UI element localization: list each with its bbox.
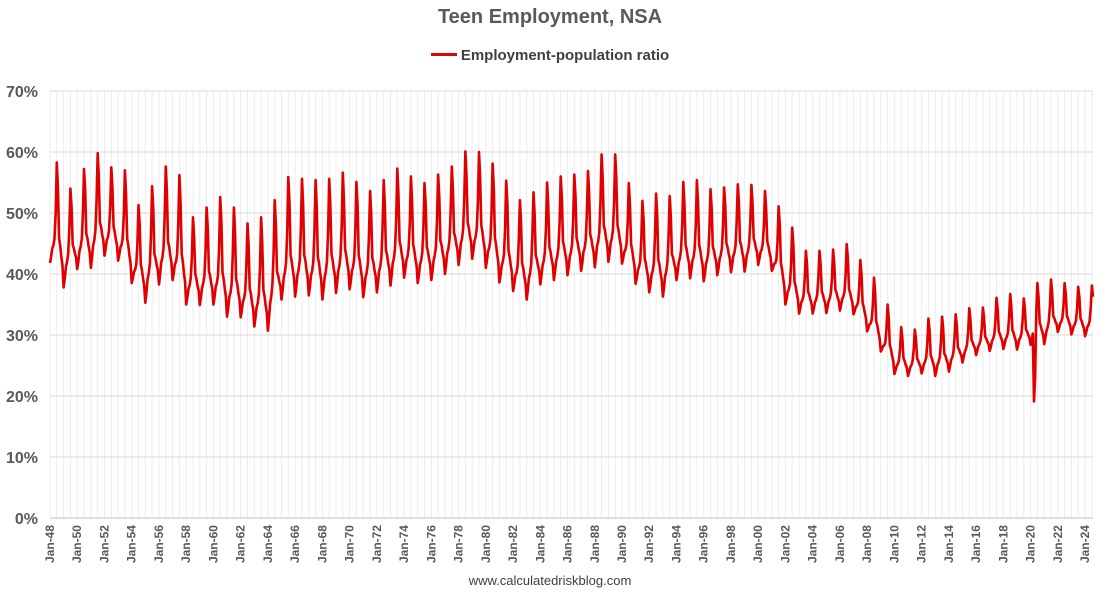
x-tick-label: Jan-50	[70, 525, 84, 563]
x-tick-label: Jan-16	[969, 525, 983, 563]
x-tick-label: Jan-06	[833, 525, 847, 563]
x-tick-label: Jan-12	[915, 525, 929, 563]
legend-swatch	[430, 52, 457, 56]
x-tick-label: Jan-72	[370, 525, 384, 563]
x-tick-label: Jan-24	[1078, 525, 1092, 563]
x-tick-label: Jan-10	[887, 525, 901, 563]
x-tick-label: Jan-90	[615, 525, 629, 563]
x-tick-label: Jan-14	[942, 525, 956, 563]
x-tick-label: Jan-70	[343, 525, 357, 563]
x-tick-label: Jan-74	[397, 525, 411, 563]
legend-label: Employment-population ratio	[460, 47, 670, 64]
footer-credit: www.calculatedriskblog.com	[468, 573, 632, 588]
x-tick-label: Jan-96	[697, 525, 711, 563]
x-tick-label: Jan-52	[97, 525, 111, 563]
x-tick-label: Jan-94	[669, 525, 683, 563]
x-tick-label: Jan-92	[642, 525, 656, 563]
x-tick-label: Jan-58	[179, 525, 193, 563]
x-tick-label: Jan-86	[561, 525, 575, 563]
x-tick-label: Jan-20	[1024, 525, 1038, 563]
x-tick-label: Jan-78	[452, 525, 466, 563]
x-tick-label: Jan-04	[806, 525, 820, 563]
x-tick-label: Jan-00	[751, 525, 765, 563]
y-tick-label: 40%	[6, 267, 38, 284]
x-tick-label: Jan-66	[288, 525, 302, 563]
x-tick-label: Jan-88	[588, 525, 602, 563]
x-tick-label: Jan-64	[261, 525, 275, 563]
x-tick-label: Jan-80	[479, 525, 493, 563]
x-tick-label: Jan-56	[152, 525, 166, 563]
x-tick-label: Jan-22	[1051, 525, 1065, 563]
x-tick-label: Jan-68	[315, 525, 329, 563]
series-line-employment-population-ratio	[48, 150, 1095, 403]
x-tick-label: Jan-02	[778, 525, 792, 563]
x-tick-label: Jan-76	[424, 525, 438, 563]
x-tick-label: Jan-54	[125, 525, 139, 563]
y-tick-label: 0%	[15, 511, 38, 528]
x-tick-label: Jan-82	[506, 525, 520, 563]
x-tick-label: Jan-84	[533, 525, 547, 563]
x-tick-label: Jan-08	[860, 525, 874, 563]
x-tick-label: Jan-62	[234, 525, 248, 563]
x-tick-label: Jan-98	[724, 525, 738, 563]
y-tick-label: 30%	[6, 328, 38, 345]
y-tick-label: 10%	[6, 450, 38, 467]
x-tick-label: Jan-60	[206, 525, 220, 563]
y-tick-label: 50%	[6, 206, 38, 223]
chart-title: Teen Employment, NSA	[437, 6, 663, 28]
x-tick-label: Jan-48	[43, 525, 57, 563]
y-tick-label: 70%	[6, 84, 38, 101]
y-tick-label: 20%	[6, 389, 38, 406]
x-tick-label: Jan-18	[996, 525, 1010, 563]
legend: Employment-population ratio	[0, 47, 1100, 64]
y-tick-label: 60%	[6, 145, 38, 162]
